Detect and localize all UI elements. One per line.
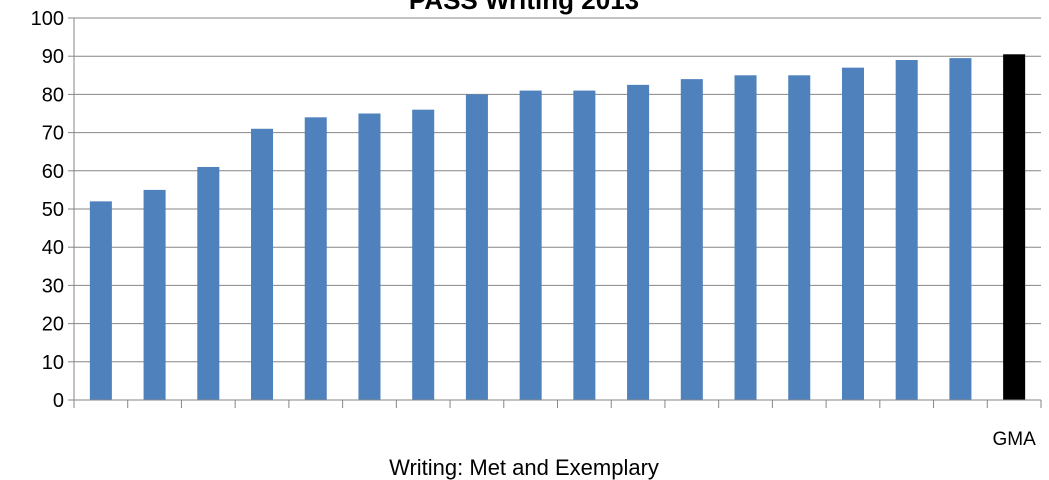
- x-category-label: GMA: [992, 429, 1036, 450]
- bar: [89, 201, 112, 400]
- y-tick-label: 50: [42, 199, 64, 221]
- y-tick-label: 80: [42, 84, 64, 106]
- bar: [841, 67, 864, 400]
- y-tick-label: 40: [42, 237, 64, 259]
- bar-gma: [1003, 54, 1026, 400]
- y-tick-label: 10: [42, 352, 64, 374]
- bar: [143, 189, 166, 400]
- bar: [627, 84, 650, 400]
- bar: [412, 109, 435, 401]
- y-tick-label: 30: [42, 275, 64, 297]
- y-tick-label: 100: [31, 8, 64, 30]
- y-tick-label: 90: [42, 46, 64, 68]
- bar: [680, 79, 703, 401]
- bar: [788, 75, 811, 401]
- bar: [519, 90, 542, 400]
- bars: [89, 54, 1026, 401]
- y-tick-label: 70: [42, 123, 64, 145]
- bar: [304, 117, 327, 400]
- bar: [949, 58, 972, 401]
- bar: [251, 128, 274, 400]
- x-axis-label: Writing: Met and Exemplary: [389, 455, 659, 480]
- bar: [734, 75, 757, 401]
- y-tick-label: 20: [42, 314, 64, 336]
- bar: [358, 113, 381, 400]
- y-tick-label: 0: [53, 390, 64, 412]
- bar: [465, 94, 488, 401]
- bar: [197, 166, 220, 400]
- axes: [73, 18, 1042, 408]
- x-axis-categories: GMA: [992, 429, 1036, 450]
- bar: [573, 90, 596, 400]
- y-axis-ticks: 0 10 20 30 40 50 60 70 80 90 100: [31, 8, 74, 412]
- y-tick-label: 60: [42, 161, 64, 183]
- bar: [895, 60, 918, 401]
- chart-title: PASS Writing 2013: [409, 0, 639, 15]
- gridlines: [74, 17, 1041, 363]
